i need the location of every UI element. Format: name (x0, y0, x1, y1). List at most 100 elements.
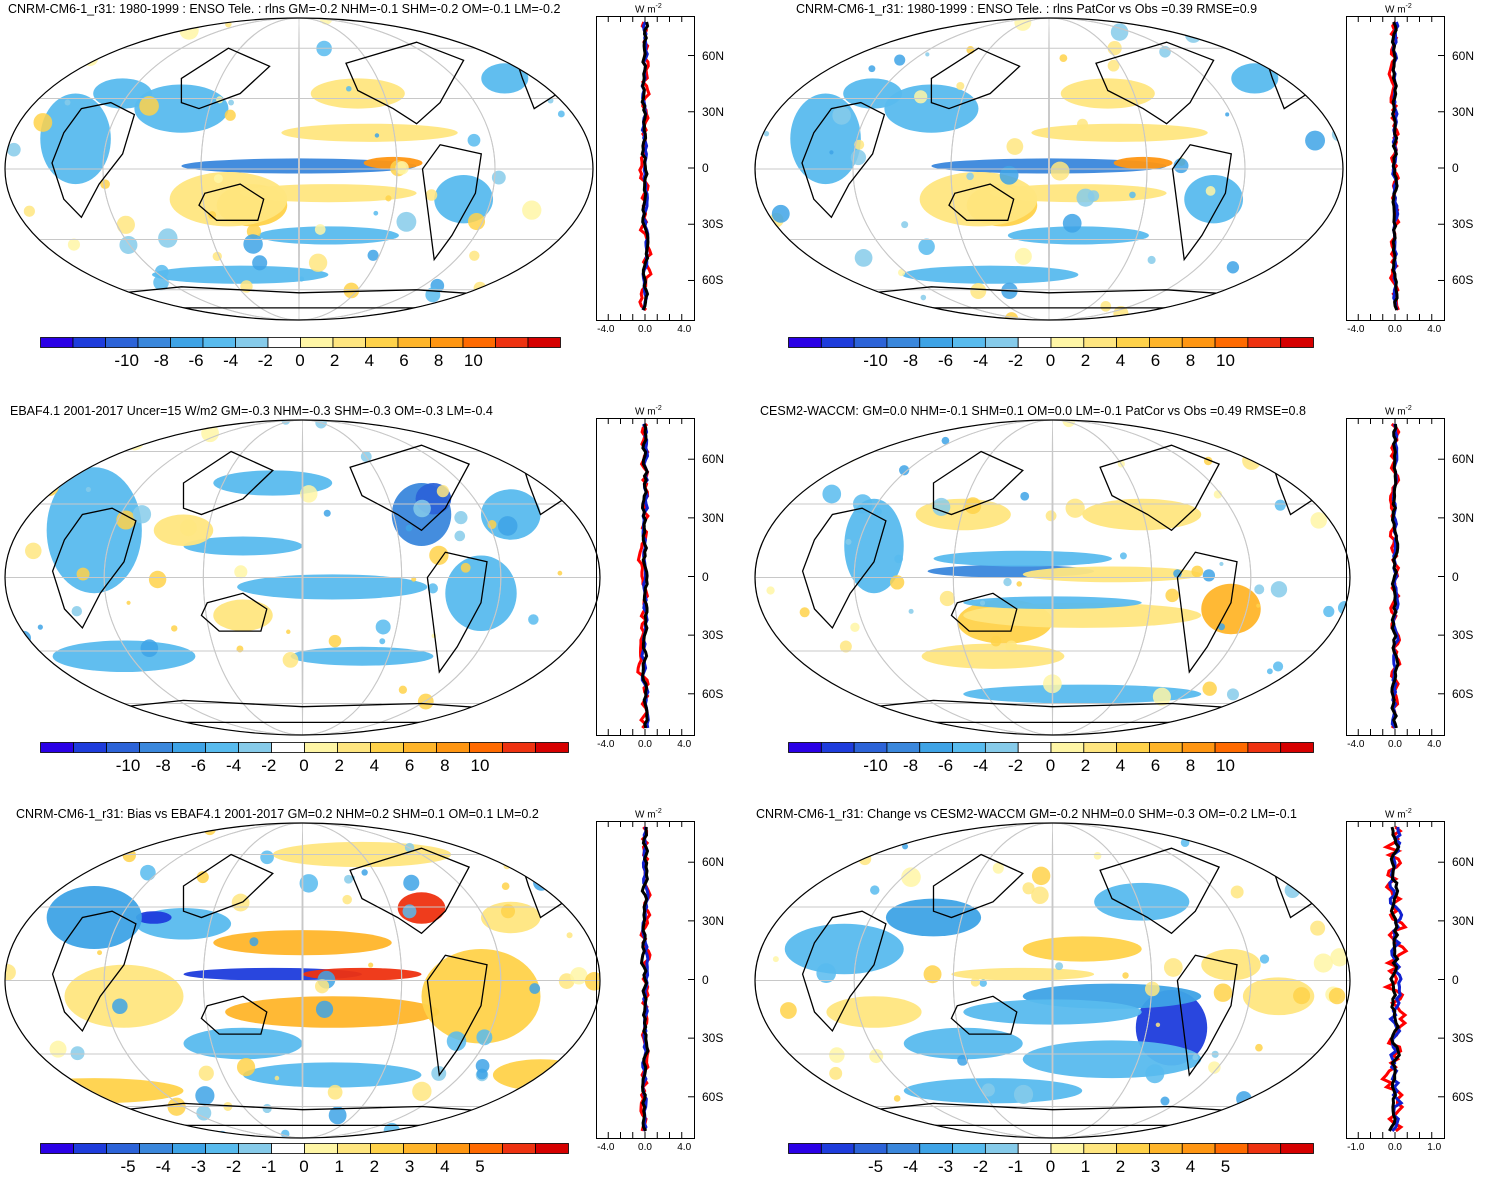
lat-tick-label: 60N (702, 855, 725, 870)
field-blob (1022, 566, 1202, 583)
units-label: W m-2 (1385, 808, 1412, 821)
map-plot (4, 17, 594, 321)
zonal-x-tick-label: 4.0 (677, 324, 692, 335)
field-blob (1031, 123, 1208, 142)
field-blob (1007, 226, 1149, 245)
field-blob (1113, 156, 1173, 170)
colorbar-tick: 0 (1045, 1157, 1056, 1176)
lat-tick-label: 0 (1452, 972, 1459, 987)
lat-tick-label: 0 (702, 569, 709, 584)
colorbar-tick: -10 (114, 351, 139, 370)
field-blob (434, 175, 494, 224)
colorbar-tick: -2 (257, 351, 273, 370)
panel-title: CESM2-WACCM: GM=0.0 NHM=-0.1 SHM=0.1 OM=… (760, 404, 1306, 418)
colorbar-tick: 10 (470, 756, 490, 775)
lat-tick-label: 60N (702, 452, 725, 467)
zonal-mean-plot (1346, 418, 1445, 736)
colorbar-tick: 2 (369, 1157, 380, 1176)
field-blob (64, 964, 184, 1028)
colorbar-tick: -6 (190, 756, 206, 775)
field-blob (1082, 498, 1202, 531)
colorbar-tick: -6 (937, 756, 954, 775)
units-label: W m-2 (635, 405, 662, 418)
field-blob (919, 172, 1038, 227)
lat-tick-label: 30S (702, 1031, 724, 1046)
map-plot (754, 17, 1344, 321)
lat-tick-label: 30N (702, 104, 725, 119)
panel-title: CNRM-CM6-1_r31: Change vs CESM2-WACCM GM… (756, 807, 1298, 821)
colorbar-tick: -1 (1007, 1157, 1024, 1176)
field-blob (790, 93, 861, 185)
colorbar-tick: 6 (399, 351, 409, 370)
map-plot (754, 822, 1351, 1139)
field-blob (213, 599, 273, 632)
map-plot (754, 419, 1351, 736)
colorbar-tick: 3 (1150, 1157, 1161, 1176)
colorbar-tick: 0 (295, 351, 305, 370)
colorbar-tick: -8 (153, 351, 169, 370)
zonal-x-tick-label: 4.0 (1427, 324, 1442, 335)
zonal-x-tick-label: 0.0 (638, 324, 652, 335)
zonal-x-tick-label: 0.0 (1388, 739, 1402, 750)
zonal-x-tick-label: -4.0 (597, 739, 615, 750)
field-blob (1231, 63, 1279, 94)
field-blob (1201, 949, 1261, 981)
colorbar-tick: -3 (937, 1157, 954, 1176)
map-plot (4, 419, 601, 736)
colorbar-tick: 10 (463, 351, 483, 370)
colorbar-tick: 4 (364, 351, 375, 370)
lat-tick-label: 30S (702, 217, 724, 232)
field-blob (281, 123, 458, 142)
colorbar-tick: 5 (475, 1157, 485, 1176)
colorbar-tick: 10 (1216, 351, 1235, 370)
zonal-x-tick-label: -1.0 (1347, 1142, 1365, 1153)
colorbar-tick: -5 (867, 1157, 884, 1176)
colorbar-tick: 4 (1115, 351, 1126, 370)
field-blob (152, 265, 329, 284)
colorbar-tick: 2 (334, 756, 344, 775)
colorbar-tick: 2 (329, 351, 340, 370)
colorbar-tick: 4 (369, 756, 380, 775)
field-blob (843, 78, 902, 109)
field-blob (1201, 583, 1261, 635)
colorbar-tick: 6 (404, 756, 415, 775)
zonal-x-tick-label: 0.0 (1388, 324, 1402, 335)
colorbar-tick: 6 (1150, 756, 1161, 775)
colorbar-tick: -3 (190, 1157, 206, 1176)
colorbar (40, 742, 569, 753)
colorbar-tick: 0 (299, 756, 309, 775)
zonal-x-tick-label: 4.0 (1427, 739, 1442, 750)
colorbar-tick: -10 (863, 351, 888, 370)
colorbar-tick: -8 (902, 351, 919, 370)
lat-tick-label: 30S (1452, 1031, 1474, 1046)
field-blob (951, 967, 1095, 981)
lat-tick-label: 0 (1452, 161, 1459, 175)
field-blob (481, 63, 529, 94)
colorbar-tick: -4 (902, 1157, 919, 1176)
units-label: W m-2 (1385, 405, 1412, 418)
colorbar-tick: -1 (261, 1157, 277, 1176)
field-blob (481, 489, 541, 540)
lat-tick-label: 0 (702, 972, 709, 987)
zonal-mean-plot (596, 16, 695, 321)
colorbar-tick: 0 (1045, 351, 1056, 370)
zonal-mean-plot (596, 418, 695, 736)
field-blob (421, 949, 541, 1044)
field-blob (1022, 1040, 1202, 1079)
colorbar-tick: -6 (188, 351, 204, 370)
field-blob (93, 78, 152, 109)
colorbar-tick: -4 (223, 351, 239, 370)
colorbar (40, 337, 561, 348)
units-label: W m-2 (635, 3, 662, 16)
field-blob (183, 1027, 303, 1060)
colorbar-tick: 8 (433, 351, 444, 370)
map-plot (4, 822, 601, 1139)
colorbar-tick: 3 (404, 1157, 415, 1176)
units-label: W m-2 (635, 808, 662, 821)
lat-tick-label: 60S (1452, 686, 1474, 701)
field-blob (1022, 936, 1142, 962)
zonal-mean-plot (1346, 821, 1445, 1139)
panel-title: EBAF4.1 2001-2017 Uncer=15 W/m2 GM=-0.3 … (10, 404, 493, 418)
field-blob (310, 78, 405, 109)
colorbar (788, 1143, 1314, 1154)
